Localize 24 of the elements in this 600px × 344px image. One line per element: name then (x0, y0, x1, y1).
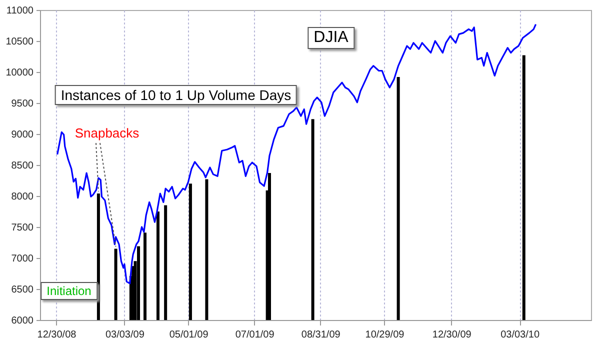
y-tick-label: 7500 (11, 222, 34, 234)
annotation: Instances of 10 to 1 Up Volume Days (54, 85, 298, 105)
x-tick-label: 08/31/09 (301, 330, 341, 340)
annotation: Snapbacks (74, 126, 140, 140)
text: DJIA (308, 27, 354, 49)
y-tick-label: 8000 (11, 192, 34, 202)
x-tick-label: 05/01/09 (169, 330, 209, 340)
x-tick-label: 12/30/09 (432, 330, 472, 340)
y-tick-label: 6500 (11, 284, 34, 296)
x-tick-label: 03/03/10 (500, 330, 540, 340)
annotation: Initiation (40, 282, 98, 300)
line-series (56, 23, 537, 284)
x-tick-label: 07/01/09 (235, 330, 275, 340)
y-tick-label: 9500 (11, 98, 34, 110)
x-tick-label: 03/03/09 (105, 330, 145, 340)
x-tick-label: 10/29/09 (365, 330, 405, 340)
y-tick-label: 9000 (11, 130, 34, 140)
x-tick-label: 12/30/08 (37, 330, 77, 340)
y-tick-label: 8500 (11, 160, 34, 172)
y-tick-label: 7000 (11, 254, 34, 264)
y-tick-label: 11000 (6, 6, 34, 16)
y-tick-label: 10000 (6, 68, 34, 78)
y-tick-label: 10500 (6, 36, 34, 48)
y-tick-label: 6000 (11, 316, 34, 326)
